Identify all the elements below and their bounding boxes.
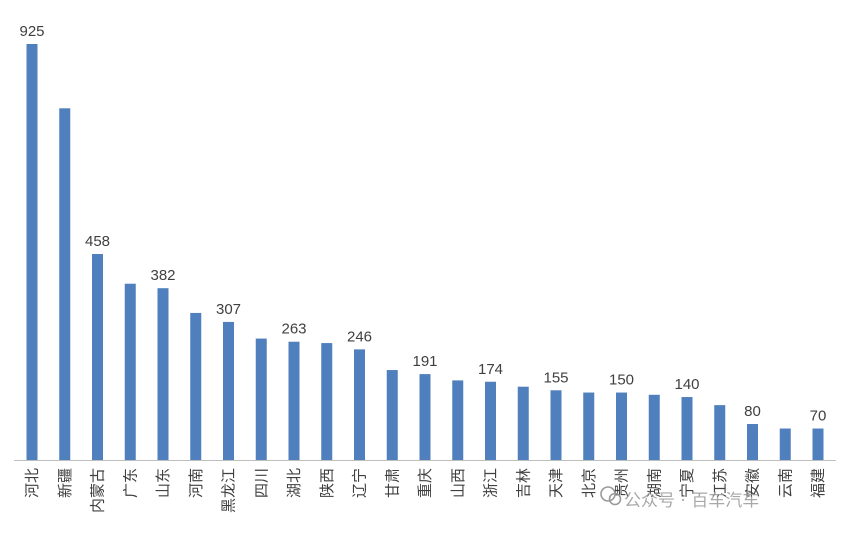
bar-1 xyxy=(26,44,38,460)
x-tick-label-10: 陕西 xyxy=(318,468,336,498)
data-label-11: 246 xyxy=(347,328,372,345)
bar-17 xyxy=(550,390,562,460)
x-tick-label-12: 甘肃 xyxy=(383,468,401,498)
bar-11 xyxy=(354,349,365,460)
watermark: 公众号 · 百车汽车 xyxy=(600,486,759,511)
bar-6 xyxy=(190,312,202,460)
x-tick-label-6: 河南 xyxy=(187,468,205,498)
bar-13 xyxy=(419,374,431,460)
bars-group xyxy=(26,44,824,460)
x-tick-label-11: 辽宁 xyxy=(351,468,369,498)
bar-12 xyxy=(386,370,398,460)
x-tick-label-15: 浙江 xyxy=(482,468,500,498)
watermark-text: 公众号 · 百车汽车 xyxy=(624,491,759,511)
x-tick-label-14: 山西 xyxy=(449,468,467,498)
data-label-9: 263 xyxy=(281,321,306,338)
x-tick-label-7: 黑龙江 xyxy=(220,468,238,513)
x-tick-label-23: 安徽 xyxy=(744,468,762,498)
data-label-15: 174 xyxy=(478,361,503,378)
bar-8 xyxy=(255,338,267,460)
data-labels-group: 925 458 382 307 263 246 191 174 155 150 140 80 70 xyxy=(19,23,826,425)
bar-22 xyxy=(714,405,726,460)
bar-2 xyxy=(59,108,71,460)
bar-5 xyxy=(157,288,169,460)
wechat-icon xyxy=(600,486,622,506)
x-tick-label-5: 山东 xyxy=(154,468,172,498)
x-tick-label-1: 河北 xyxy=(23,468,41,498)
bar-10 xyxy=(321,343,333,460)
bar-23 xyxy=(747,424,758,460)
data-label-3: 458 xyxy=(85,233,110,250)
x-tick-label-20: 湖南 xyxy=(645,468,663,498)
x-tick-label-13: 重庆 xyxy=(416,468,434,498)
x-tick-label-24: 云南 xyxy=(776,468,794,498)
data-label-1: 925 xyxy=(19,23,44,40)
x-tick-label-17: 天津 xyxy=(547,468,565,498)
x-tick-labels-group: 河北 新疆 内蒙古 广东 山东 河南 黑龙江 四川 湖北 陕西 辽宁 甘肃 重庆 山西 浙江 吉林 天津 北京 贵州… xyxy=(23,468,827,513)
bar-18 xyxy=(583,392,595,460)
data-label-7: 307 xyxy=(216,301,241,318)
x-tick-label-21: 宁夏 xyxy=(678,468,696,498)
data-label-5: 382 xyxy=(150,267,175,284)
bar-25 xyxy=(812,428,824,460)
bar-15 xyxy=(485,381,496,460)
bar-19 xyxy=(616,392,627,460)
bar-7 xyxy=(223,321,234,460)
bar-3 xyxy=(92,254,103,460)
bar-14 xyxy=(452,380,464,460)
x-tick-label-4: 广东 xyxy=(121,468,139,498)
bar-9 xyxy=(288,341,300,460)
bar-21 xyxy=(681,397,693,460)
bar-16 xyxy=(517,386,529,460)
data-label-13: 191 xyxy=(412,353,437,370)
data-label-23: 80 xyxy=(744,403,761,420)
x-tick-label-16: 吉林 xyxy=(514,468,532,498)
x-tick-label-2: 新疆 xyxy=(56,468,74,498)
x-tick-label-25: 福建 xyxy=(809,468,827,498)
data-label-19: 150 xyxy=(609,372,634,389)
x-tick-label-8: 四川 xyxy=(252,468,270,498)
bar-24 xyxy=(779,428,791,460)
x-tick-label-3: 内蒙古 xyxy=(89,468,107,513)
bar-4 xyxy=(124,283,136,460)
x-tick-label-18: 北京 xyxy=(580,468,598,498)
x-tick-label-9: 湖北 xyxy=(285,468,303,498)
data-label-25: 70 xyxy=(810,408,827,425)
data-label-17: 155 xyxy=(543,369,568,386)
x-tick-label-19: 贵州 xyxy=(613,468,631,498)
x-tick-label-22: 江苏 xyxy=(711,468,729,498)
data-label-21: 140 xyxy=(674,376,699,393)
bar-20 xyxy=(648,394,660,460)
